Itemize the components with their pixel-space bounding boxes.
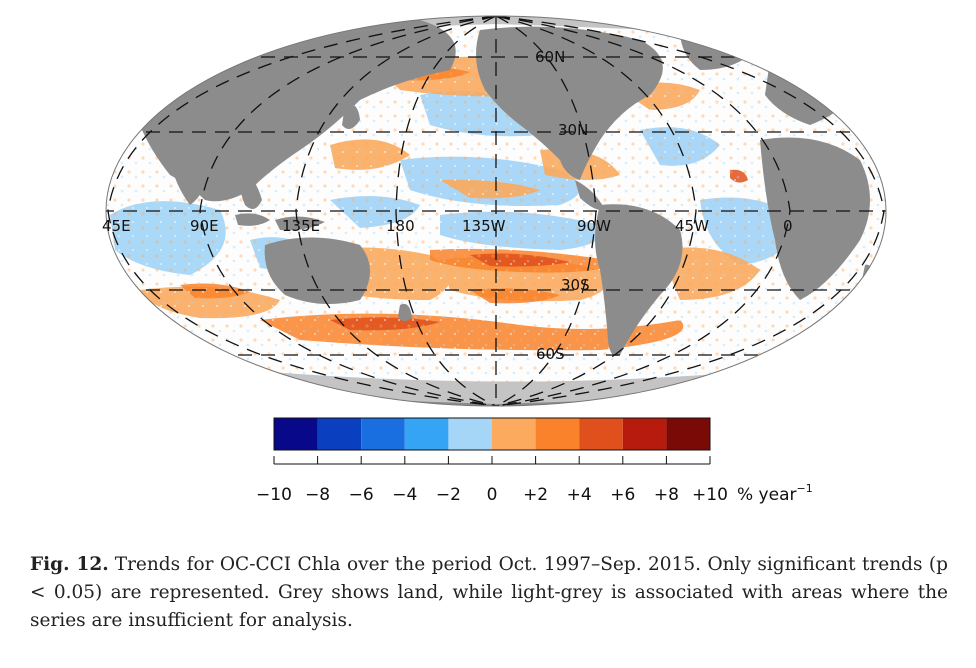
colorbar-swatch xyxy=(579,418,623,450)
parallel-label: 60N xyxy=(535,48,565,66)
chlorophyll-trend-map: 45E 90E 135E 180 135W 90W 45W 0 60N 30N … xyxy=(102,15,887,505)
colorbar-tick-label: −8 xyxy=(305,485,330,505)
colorbar-swatch xyxy=(448,418,492,450)
colorbar-unit-exponent: −1 xyxy=(796,482,812,495)
colorbar-swatch xyxy=(274,418,318,450)
meridian-label: 90W xyxy=(577,217,611,235)
parallel-label: 30N xyxy=(558,121,588,139)
colorbar-swatch xyxy=(535,418,580,450)
colorbar-swatch xyxy=(666,418,710,450)
colorbar-outline xyxy=(273,417,711,451)
meridian-label: 90E xyxy=(190,217,219,235)
globe xyxy=(106,16,886,406)
colorbar-ticks: −10 −8 −6 −4 −2 0 +2 +4 +6 +8 +10 xyxy=(256,456,728,505)
colorbar-swatch xyxy=(361,418,405,450)
parallel-label: 60S xyxy=(536,345,565,363)
meridian-label: 45W xyxy=(675,217,709,235)
colorbar-tick-label: +6 xyxy=(610,485,635,505)
colorbar xyxy=(273,417,711,451)
meridian-label: 135W xyxy=(462,217,506,235)
colorbar-swatch xyxy=(492,418,536,450)
parallel-gridlines xyxy=(106,56,886,356)
colorbar-tick-label: +10 xyxy=(692,485,728,505)
colorbar-tick-label: −10 xyxy=(256,485,292,505)
caption-text: Trends for OC-CCI Chla over the period O… xyxy=(30,554,948,631)
colorbar-tick-label: −4 xyxy=(392,485,417,505)
colorbar-swatch xyxy=(404,418,449,450)
meridian-label: 180 xyxy=(386,217,415,235)
colorbar-tick-label: −6 xyxy=(349,485,374,505)
colorbar-tick-label: −2 xyxy=(436,485,461,505)
meridian-label: 0 xyxy=(783,217,793,235)
colorbar-unit-text: % year xyxy=(737,485,796,505)
meridian-label: 45E xyxy=(102,217,131,235)
colorbar-tick-label: +4 xyxy=(567,485,592,505)
figure-caption: Fig. 12. Trends for OC-CCI Chla over the … xyxy=(30,551,948,635)
globe-outline xyxy=(105,15,887,407)
colorbar-tick-label: +2 xyxy=(523,485,548,505)
graticule-labels: 45E 90E 135E 180 135W 90W 45W 0 60N 30N … xyxy=(102,48,793,363)
colorbar-unit: % year−1 xyxy=(737,482,813,505)
colorbar-swatch xyxy=(317,418,362,450)
figure-label: Fig. 12. xyxy=(30,554,109,575)
colorbar-swatch xyxy=(622,418,667,450)
colorbar-tick-label: 0 xyxy=(487,485,498,505)
parallel-label: 30S xyxy=(561,276,590,294)
meridian-label: 135E xyxy=(282,217,320,235)
colorbar-tick-label: +8 xyxy=(654,485,679,505)
